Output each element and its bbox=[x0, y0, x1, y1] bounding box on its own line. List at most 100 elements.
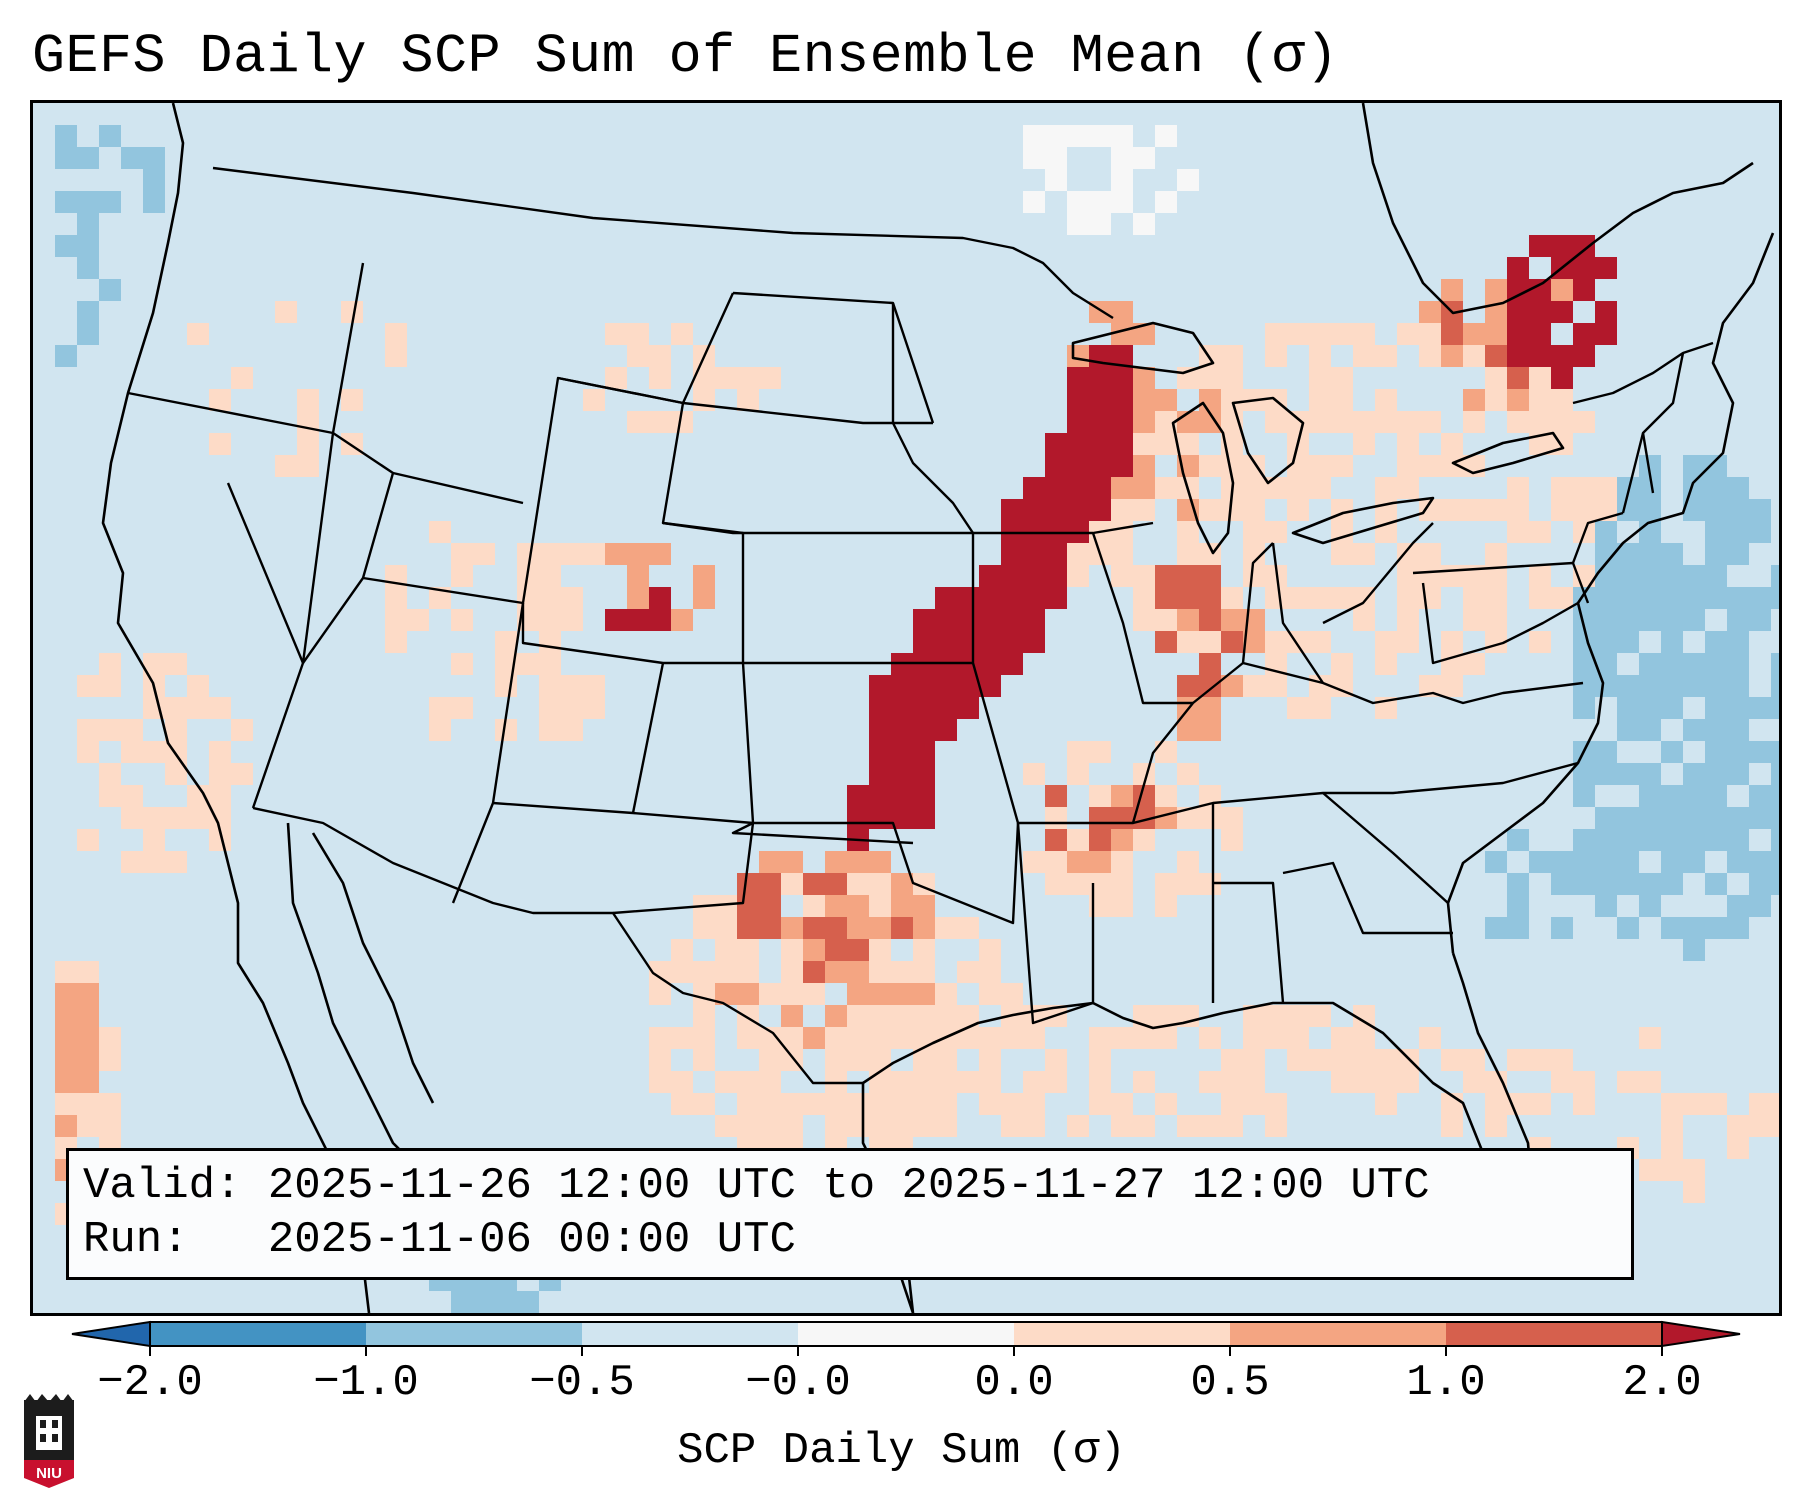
field-cell bbox=[1485, 499, 1507, 521]
field-cell bbox=[1551, 1049, 1573, 1071]
field-cell bbox=[1221, 609, 1243, 631]
field-cell bbox=[891, 1115, 913, 1137]
field-cell bbox=[1133, 499, 1155, 521]
field-cell bbox=[1727, 851, 1749, 873]
field-cell bbox=[803, 1027, 825, 1049]
field-cell bbox=[1067, 873, 1089, 895]
field-cell bbox=[1639, 477, 1661, 499]
field-cell bbox=[1133, 367, 1155, 389]
field-cell bbox=[627, 411, 649, 433]
field-cell bbox=[473, 1291, 495, 1313]
field-cell bbox=[715, 961, 737, 983]
field-cell bbox=[275, 455, 297, 477]
field-cell bbox=[1309, 697, 1331, 719]
field-cell bbox=[1177, 807, 1199, 829]
field-cell bbox=[1617, 697, 1639, 719]
field-cell bbox=[1617, 917, 1639, 939]
field-cell bbox=[1287, 411, 1309, 433]
colorbar-tick-label: −1.0 bbox=[313, 1358, 419, 1408]
field-cell bbox=[1375, 631, 1397, 653]
field-cell bbox=[1089, 895, 1111, 917]
field-cell bbox=[605, 323, 627, 345]
field-cell bbox=[1067, 389, 1089, 411]
field-cell bbox=[1595, 587, 1617, 609]
niu-logo-icon: NIU bbox=[24, 1394, 74, 1488]
field-cell bbox=[1221, 829, 1243, 851]
field-cell bbox=[671, 323, 693, 345]
field-cell bbox=[1771, 653, 1779, 675]
field-cell bbox=[649, 983, 671, 1005]
field-cell bbox=[1155, 411, 1177, 433]
field-cell bbox=[55, 1049, 77, 1071]
field-cell bbox=[1573, 323, 1595, 345]
field-cell bbox=[847, 939, 869, 961]
field-cell bbox=[1067, 367, 1089, 389]
field-cell bbox=[1001, 1027, 1023, 1049]
field-cell bbox=[935, 719, 957, 741]
field-cell bbox=[1243, 631, 1265, 653]
field-cell bbox=[1023, 1071, 1045, 1093]
field-cell bbox=[1001, 499, 1023, 521]
field-cell bbox=[1243, 1027, 1265, 1049]
field-cell bbox=[143, 741, 165, 763]
field-cell bbox=[1661, 631, 1683, 653]
field-cell bbox=[979, 587, 1001, 609]
field-cell bbox=[891, 763, 913, 785]
field-cell bbox=[1529, 521, 1551, 543]
field-cell bbox=[1551, 367, 1573, 389]
field-cell bbox=[715, 1115, 737, 1137]
field-cell bbox=[99, 785, 121, 807]
field-cell bbox=[1727, 587, 1749, 609]
field-cell bbox=[957, 1027, 979, 1049]
field-cell bbox=[143, 169, 165, 191]
valid-value: 2025-11-26 12:00 UTC to 2025-11-27 12:00… bbox=[267, 1161, 1430, 1211]
colorbar-extend-high bbox=[1661, 1320, 1741, 1348]
field-cell bbox=[715, 983, 737, 1005]
field-cell bbox=[1309, 477, 1331, 499]
field-cell bbox=[1133, 565, 1155, 587]
colorbar-segment bbox=[798, 1322, 1014, 1346]
field-cell bbox=[869, 697, 891, 719]
field-cell bbox=[781, 1027, 803, 1049]
colorbar-tick-label: −0.5 bbox=[529, 1358, 635, 1408]
field-cell bbox=[913, 631, 935, 653]
field-cell bbox=[759, 851, 781, 873]
field-cell bbox=[1507, 499, 1529, 521]
field-cell bbox=[605, 609, 627, 631]
field-cell bbox=[1023, 565, 1045, 587]
field-cell bbox=[1155, 785, 1177, 807]
field-cell bbox=[913, 609, 935, 631]
field-cell bbox=[649, 1049, 671, 1071]
field-cell bbox=[1177, 873, 1199, 895]
field-cell bbox=[1705, 829, 1727, 851]
field-cell bbox=[1419, 675, 1441, 697]
field-cell bbox=[1265, 477, 1287, 499]
field-cell bbox=[1507, 279, 1529, 301]
field-cell bbox=[1595, 477, 1617, 499]
field-cell bbox=[869, 1049, 891, 1071]
field-cell bbox=[803, 895, 825, 917]
field-cell bbox=[451, 653, 473, 675]
field-cell bbox=[737, 939, 759, 961]
field-cell bbox=[1617, 719, 1639, 741]
field-cell bbox=[869, 719, 891, 741]
field-cell bbox=[583, 543, 605, 565]
field-cell bbox=[1529, 279, 1551, 301]
field-cell bbox=[1727, 499, 1749, 521]
field-cell bbox=[1111, 169, 1133, 191]
field-cell bbox=[781, 1005, 803, 1027]
field-cell bbox=[1397, 543, 1419, 565]
field-cell bbox=[99, 719, 121, 741]
field-cell bbox=[693, 389, 715, 411]
field-cell bbox=[737, 389, 759, 411]
field-cell bbox=[1199, 389, 1221, 411]
field-cell bbox=[825, 1027, 847, 1049]
field-cell bbox=[1661, 565, 1683, 587]
field-cell bbox=[913, 741, 935, 763]
field-cell bbox=[1595, 565, 1617, 587]
field-cell bbox=[1639, 675, 1661, 697]
field-cell bbox=[1573, 1071, 1595, 1093]
field-cell bbox=[891, 697, 913, 719]
field-cell bbox=[1639, 499, 1661, 521]
field-cell bbox=[1155, 125, 1177, 147]
